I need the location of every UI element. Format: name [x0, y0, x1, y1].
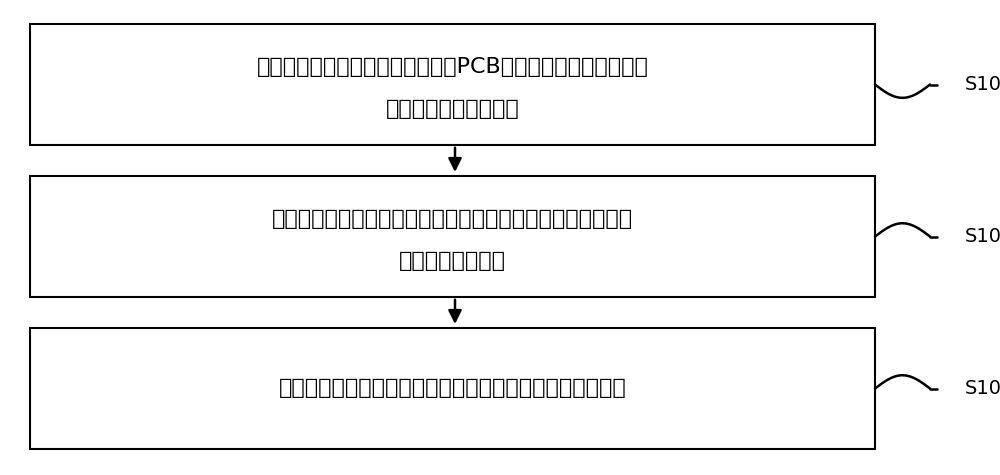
Text: 芯片的对地等效阻抗值: 芯片的对地等效阻抗值 [386, 98, 519, 119]
Bar [30, 24, 875, 145]
Text: S101: S101 [965, 75, 1000, 94]
Text: 设置仿真频率并进行仿真，得出仿真频率下的阻抗检测结果: 设置仿真频率并进行仿真，得出仿真频率下的阻抗检测结果 [279, 378, 626, 399]
Text: S102: S102 [965, 227, 1000, 246]
Text: 在完成了仿真准备操作之后，根据PCB的参数信息，确定出负载: 在完成了仿真准备操作之后，根据PCB的参数信息，确定出负载 [257, 57, 648, 77]
Text: 源输出端与地之间: 源输出端与地之间 [399, 250, 506, 271]
Bar [30, 328, 875, 449]
Bar [30, 176, 875, 297]
Text: S103: S103 [965, 379, 1000, 398]
Text: 基于对地等效阻抗值构建出目标模型，并将目标模型设置在电: 基于对地等效阻抗值构建出目标模型，并将目标模型设置在电 [272, 209, 633, 229]
